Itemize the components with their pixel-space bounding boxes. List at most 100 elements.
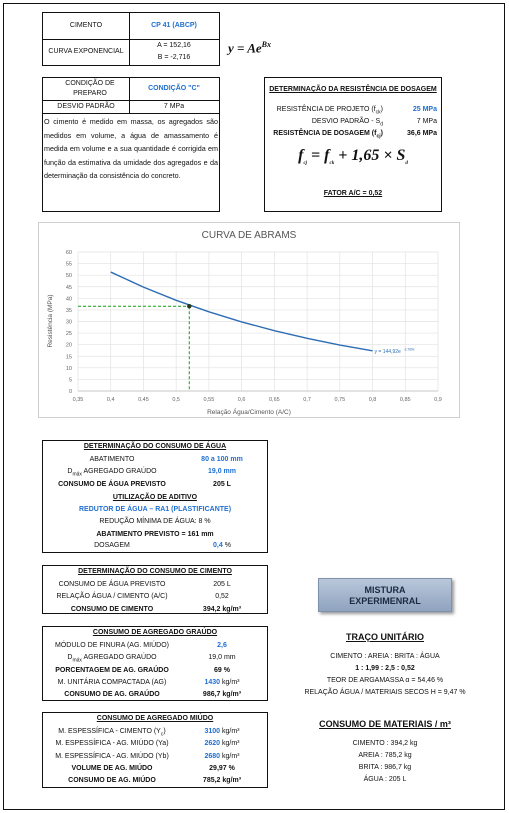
factor: FATOR A/C = 0,52 — [323, 190, 383, 197]
text: cj — [303, 161, 308, 167]
value: 7 MPa — [163, 103, 185, 110]
dosage-box: DETERMINAÇÃO DA RESISTÊNCIA DE DOSAGEM f… — [264, 77, 442, 212]
row-label: MÓDULO DE FINURA (AG. MIÚDO) — [47, 642, 177, 649]
x-tick-label: 0,65 — [269, 397, 280, 403]
row-value: 36,6 MPa — [407, 130, 437, 137]
text: c — [160, 731, 164, 738]
formula: y = AeBx — [228, 40, 271, 56]
formula-exp: Bx — [261, 40, 271, 49]
x-tick-label: 0,55 — [204, 397, 215, 403]
value: 80 a 100 mm — [201, 456, 243, 463]
row-label: M. ESPESSÍFICA - AG. MIÚDO (Yb) — [47, 753, 177, 760]
text: CONSUMO DE AG. MIÚDO — [68, 777, 156, 785]
value: 394,2 — [202, 605, 221, 613]
label: CIMENTO — [69, 22, 103, 29]
row-label: VOLUME DE AG. MIÚDO — [47, 765, 177, 772]
text: ck — [375, 109, 381, 116]
x-tick-label: 0,75 — [334, 397, 345, 403]
unit: kg/m³ — [222, 691, 242, 699]
chart-title: CURVA DE ABRAMS — [202, 230, 297, 241]
formula: y = Ae — [228, 40, 262, 56]
mix-line: CIMENTO : AREIA : BRITA : ÁGUA — [330, 653, 440, 660]
row-value: 986,7 kg/m³ — [177, 691, 267, 698]
row-label: RESISTÊNCIA DE PROJETO (fck) — [265, 106, 383, 115]
marker — [187, 304, 192, 309]
row-label: CONSUMO DE CIMENTO — [47, 606, 177, 613]
value: 3100 — [204, 728, 221, 735]
mix-line: RELAÇÃO ÁGUA / MATERIAIS SECOS H = 9,47 … — [304, 689, 466, 696]
value: 19,0 mm — [208, 654, 236, 662]
cement-box: CIMENTO CP 41 (ABCP) CURVA EXPONENCIAL A… — [42, 12, 220, 66]
section-title: DETERMINAÇÃO DO CONSUMO DE ÁGUA — [83, 443, 227, 450]
title: DETERMINAÇÃO DA RESISTÊNCIA DE DOSAGEM — [269, 86, 437, 93]
material-line: AREIA : 785,2 kg — [358, 752, 412, 759]
value: CONDIÇÃO "C" — [148, 85, 200, 92]
value: 1430 — [204, 678, 221, 686]
text: máx — [72, 471, 82, 478]
value: 2620 — [204, 740, 221, 748]
y-tick-label: 60 — [66, 250, 72, 256]
row-value: 2,6 — [177, 642, 267, 649]
row-label: DESVIO PADRÃO - Sd — [265, 118, 383, 127]
divider — [43, 100, 219, 101]
x-axis-label: Relação Água/Cimento (A/C) — [207, 407, 291, 416]
x-tick-label: 0,8 — [369, 397, 377, 403]
value: 29,97 % — [209, 764, 235, 772]
row-label: RESISTÊNCIA DE DOSAGEM (fcj) — [265, 130, 383, 139]
text: D — [67, 654, 73, 662]
mix-line: 1 : 1,99 : 2,5 : 0,52 — [355, 665, 415, 672]
text: ) — [380, 130, 383, 137]
value: 205 L — [213, 480, 231, 488]
row-label: CONSUMO DE AG. GRAÚDO — [47, 691, 177, 698]
value: CP 41 (ABCP) — [151, 22, 197, 29]
text: RESISTÊNCIA DE DOSAGEM (f — [273, 130, 377, 137]
row-value: 29,97 % — [177, 765, 267, 772]
trendline-label: y = 144,92e — [375, 349, 401, 355]
y-tick-label: 0 — [69, 389, 72, 395]
text: M. ESPESSÍFICA - CIMENTO (Y — [58, 728, 161, 735]
divider — [129, 78, 130, 113]
x-tick-label: 0,5 — [172, 397, 180, 403]
x-tick-label: 0,35 — [73, 397, 84, 403]
y-tick-label: 25 — [66, 331, 72, 337]
y-tick-label: 55 — [66, 262, 72, 268]
unit: % — [224, 542, 231, 549]
material-line: BRITA : 986,7 kg — [358, 764, 412, 771]
label: DOSAGEM — [94, 542, 130, 549]
coarse-box: CONSUMO DE AGREGADO GRAÚDO MÓDULO DE FINU… — [42, 626, 268, 701]
value: 0,4 — [213, 542, 223, 549]
row-label: ABATIMENTO — [47, 456, 177, 463]
text: ck — [329, 161, 335, 167]
row-value: 205 L — [177, 481, 267, 488]
row-value: 205 L — [177, 581, 267, 588]
row-value: 0,52 — [177, 593, 267, 600]
water-box: DETERMINAÇÃO DO CONSUMO DE ÁGUA ABATIMENT… — [42, 440, 268, 553]
cement-consumption-box: DETERMINAÇÃO DO CONSUMO DE CIMENTO CONSUM… — [42, 565, 268, 614]
value: 205 L — [213, 581, 231, 588]
row-label: PORCENTAGEM DE AG. GRAÚDO — [47, 667, 177, 674]
mix-button[interactable]: MISTURA EXPERIMENRAL — [318, 578, 452, 612]
section-title: CONSUMO DE AGREGADO GRAÚDO — [92, 629, 218, 636]
y-tick-label: 30 — [66, 320, 72, 326]
row-value: 3100 kg/m³ — [177, 728, 267, 735]
chart: CURVA DE ABRAMS Relação Água/Cimento (A/… — [38, 222, 460, 418]
text: ) — [163, 728, 166, 735]
row-label: CONSUMO DE ÁGUA PREVISTO — [47, 581, 177, 588]
row-label: Dmáx AGREGADO GRAÚDO — [47, 654, 177, 663]
text: MÓDULO DE FINURA (AG. MIÚDO) — [55, 642, 169, 649]
y-tick-label: 50 — [66, 273, 72, 279]
row-value: 7 MPa — [416, 118, 437, 125]
value: 69 % — [214, 666, 230, 674]
x-tick-label: 0,7 — [303, 397, 311, 403]
text: ) — [380, 106, 383, 113]
unit: kg/m³ — [222, 777, 242, 785]
row-label: M. ESPESSÍFICA - AG. MIÚDO (Ya) — [47, 740, 177, 747]
text: CONSUMO DE AG. GRAÚDO — [64, 691, 160, 699]
additive-title: UTILIZAÇÃO DE ADITIVO — [112, 494, 198, 501]
unit: kg/m³ — [222, 678, 240, 686]
divider — [43, 113, 219, 114]
value: A = 152,16 — [157, 42, 191, 49]
text: AGREGADO GRAÚDO — [81, 654, 157, 662]
text: d — [405, 161, 408, 167]
